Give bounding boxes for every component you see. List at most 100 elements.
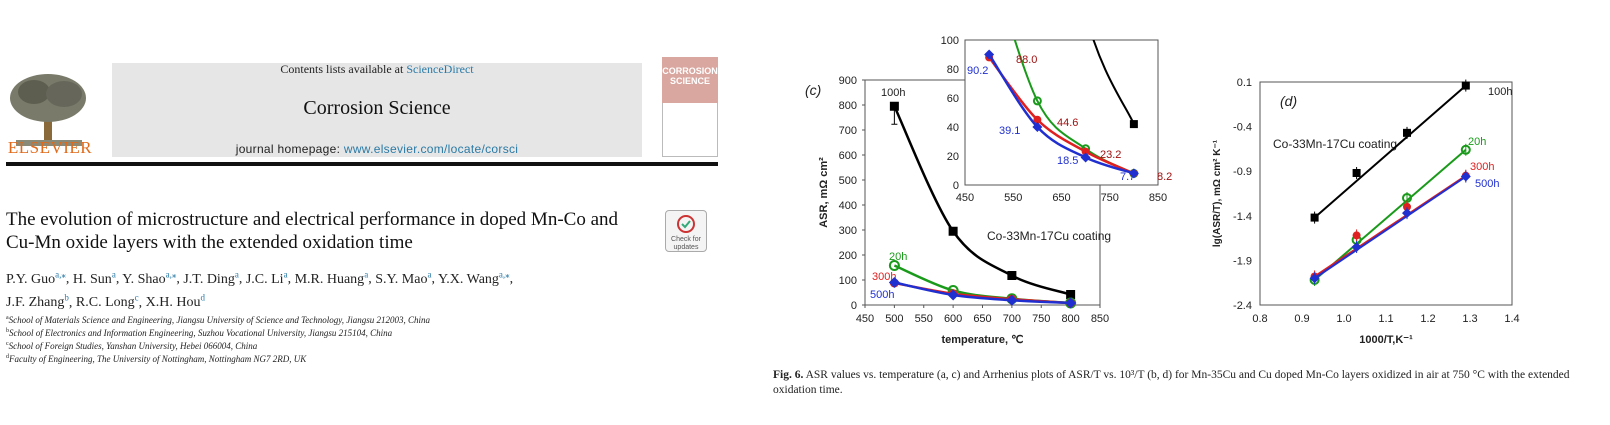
author-affiliation-mark[interactable]: a,⁎ <box>165 269 177 279</box>
header-rule <box>6 162 718 166</box>
author: Y.X. Wanga,⁎ <box>437 269 510 287</box>
check-updates-label: Check for updates <box>671 236 701 251</box>
inset-data-label: 44.6 <box>1057 117 1078 129</box>
marker-500h <box>1460 171 1471 182</box>
author-affiliation-mark[interactable]: a <box>111 269 116 279</box>
caption-text: ASR values vs. temperature (a, c) and Ar… <box>773 369 1570 396</box>
y-tick-label: 0.1 <box>1237 77 1252 89</box>
inset-frame <box>964 39 1159 186</box>
marker-100h <box>1007 271 1017 280</box>
panel-label: (c) <box>805 82 821 98</box>
check-updates-icon <box>677 215 695 233</box>
inset-y-tick-label: 40 <box>947 122 959 134</box>
inset-line-500h <box>988 53 1135 175</box>
marker-100h <box>1129 120 1138 129</box>
marker-100h <box>1310 213 1319 222</box>
author-affiliation-mark[interactable]: b <box>64 292 69 303</box>
journal-cover-title: CORROSION SCIENCE <box>662 66 718 86</box>
affiliation: dFaculty of Engineering, The University … <box>6 354 307 364</box>
marker-300h <box>1352 231 1361 240</box>
author: M.R. Huanga <box>294 269 369 287</box>
article-title: The evolution of microstructure and elec… <box>6 209 618 253</box>
x-tick-label: 1.2 <box>1420 313 1435 325</box>
check-for-updates-badge[interactable]: Check for updates <box>665 210 707 252</box>
y-tick-label: -2.4 <box>1233 300 1252 312</box>
author-affiliation-mark[interactable]: c <box>134 292 139 303</box>
marker-100h <box>948 226 958 236</box>
fit-line-500h <box>1314 175 1467 280</box>
marker-100h <box>1461 81 1470 90</box>
marker-20h <box>1032 96 1042 106</box>
marker-500h <box>888 277 900 288</box>
series-label-100h: 100h <box>1488 86 1512 98</box>
author-affiliation-mark[interactable]: a <box>234 269 239 279</box>
y-tick-label: 400 <box>839 200 857 212</box>
y-tick-label: 800 <box>839 100 857 112</box>
y-axis-label: ASR, mΩ cm² <box>818 157 830 228</box>
journal-cover-band <box>662 57 718 103</box>
affiliation-list: aSchool of Materials Science and Enginee… <box>6 313 706 365</box>
x-tick-label: 1.4 <box>1504 313 1519 325</box>
author-affiliation-mark[interactable]: a <box>283 269 288 279</box>
publisher-wordmark: ELSEVIER <box>7 138 93 157</box>
marker-500h <box>1032 122 1043 132</box>
x-axis-label: 1000/T,K⁻¹ <box>1359 334 1413 346</box>
inset-x-tick-label: 650 <box>1052 192 1070 204</box>
inset-y-tick-label: 60 <box>947 93 959 105</box>
y-tick-label: -0.9 <box>1233 166 1252 178</box>
inset-data-label: 23.2 <box>1100 149 1121 161</box>
marker-500h <box>1006 294 1018 306</box>
marker-300h <box>1403 202 1411 211</box>
figure-caption: Fig. 6. ASR values vs. temperature (a, c… <box>773 368 1605 398</box>
author-list: P.Y. Guoa,⁎, H. Suna, Y. Shaoa,⁎, J.T. D… <box>6 269 514 311</box>
chart-d: 0.1 -0.4 -0.9 -1.4 -1.9 -2.40.8 0.9 1.0 1.1 1.2 1.… <box>1212 77 1520 346</box>
x-tick-label: 600 <box>944 313 962 325</box>
series-label-20h: 20h <box>1468 136 1486 148</box>
inset-y-tick-label: 0 <box>953 180 959 192</box>
inset-x-tick-label: 550 <box>1004 192 1022 204</box>
sciencedirect-link[interactable]: ScienceDirect <box>406 62 474 76</box>
homepage-link[interactable]: www.elsevier.com/locate/corsci <box>343 142 519 156</box>
inset-data-label: 7.7 <box>1120 171 1135 183</box>
author-affiliation-mark[interactable]: a,⁎ <box>498 269 510 279</box>
journal-name: Corrosion Science <box>303 97 451 119</box>
author: J.C. Lia <box>245 269 288 287</box>
marker-100h <box>1352 168 1361 177</box>
x-tick-label: 0.9 <box>1294 313 1309 325</box>
series-label-300h: 300h <box>1470 161 1494 173</box>
x-tick-label: 650 <box>973 313 991 325</box>
x-tick-label: 700 <box>1003 313 1021 325</box>
y-tick-label: 200 <box>839 250 857 262</box>
inset-plot <box>984 40 1139 179</box>
y-tick-label: 300 <box>839 225 857 237</box>
series-line-100h <box>893 105 1072 296</box>
y-axis-label: lg(ASR/T), mΩ cm² K⁻¹ <box>1212 139 1223 247</box>
inset-y-tick-label: 80 <box>947 64 959 76</box>
x-tick-label: 1.1 <box>1378 313 1393 325</box>
inset-data-label: 18.5 <box>1057 155 1078 167</box>
x-tick-label: 800 <box>1061 313 1079 325</box>
author-affiliation-mark[interactable]: a <box>427 269 432 279</box>
x-tick-label: 750 <box>1032 313 1050 325</box>
x-tick-label: 1.0 <box>1336 313 1351 325</box>
inset-y-tick-label: 20 <box>947 151 959 163</box>
y-tick-label: 900 <box>839 75 857 87</box>
author-affiliation-mark[interactable]: a <box>364 269 369 279</box>
contents-prefix: Contents lists available at <box>280 62 407 76</box>
marker-300h <box>1081 147 1090 156</box>
x-tick-label: 0.8 <box>1252 313 1267 325</box>
marker-500h <box>1080 152 1091 163</box>
author-affiliation-mark[interactable]: d <box>200 292 205 303</box>
author-affiliation-mark[interactable]: a,⁎ <box>55 269 66 279</box>
series-label-500h: 500h <box>870 289 894 301</box>
marker-500h <box>1351 242 1362 253</box>
author: Y. Shaoa,⁎ <box>122 269 177 287</box>
series-label-100h: 100h <box>881 87 905 99</box>
plot-frame <box>1259 81 1513 306</box>
y-tick-label: -0.4 <box>1233 122 1252 134</box>
series-label-300h: 300h <box>872 271 896 283</box>
author: X.H. Houd <box>145 292 205 311</box>
author: P.Y. Guoa,⁎ <box>6 269 66 287</box>
coating-annotation: Co-33Mn-17Cu coating <box>1273 137 1397 151</box>
